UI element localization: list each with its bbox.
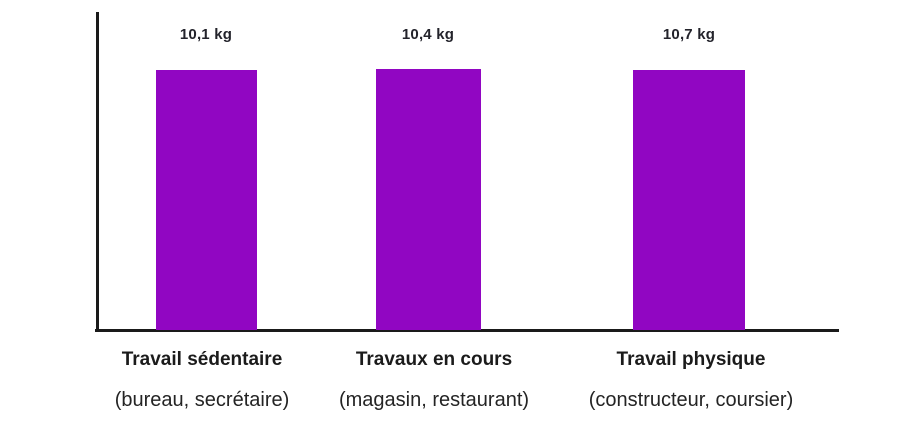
bar-value-label: 10,1 kg	[179, 26, 233, 43]
category-label: Travail sédentaire	[121, 349, 283, 370]
category-sublabel: (constructeur, coursier)	[588, 389, 794, 411]
category-label: Travaux en cours	[355, 349, 513, 370]
y-axis-line	[96, 12, 99, 332]
bar	[375, 69, 481, 330]
bar	[633, 70, 745, 330]
category-sublabel: (bureau, secrétaire)	[114, 389, 290, 411]
bar-value-label: 10,4 kg	[401, 26, 455, 43]
category-label: Travail physique	[616, 349, 766, 370]
x-axis-line	[95, 329, 839, 332]
bar-value-label: 10,7 kg	[662, 26, 716, 43]
category-sublabel: (magasin, restaurant)	[338, 389, 530, 411]
bar	[155, 70, 257, 330]
